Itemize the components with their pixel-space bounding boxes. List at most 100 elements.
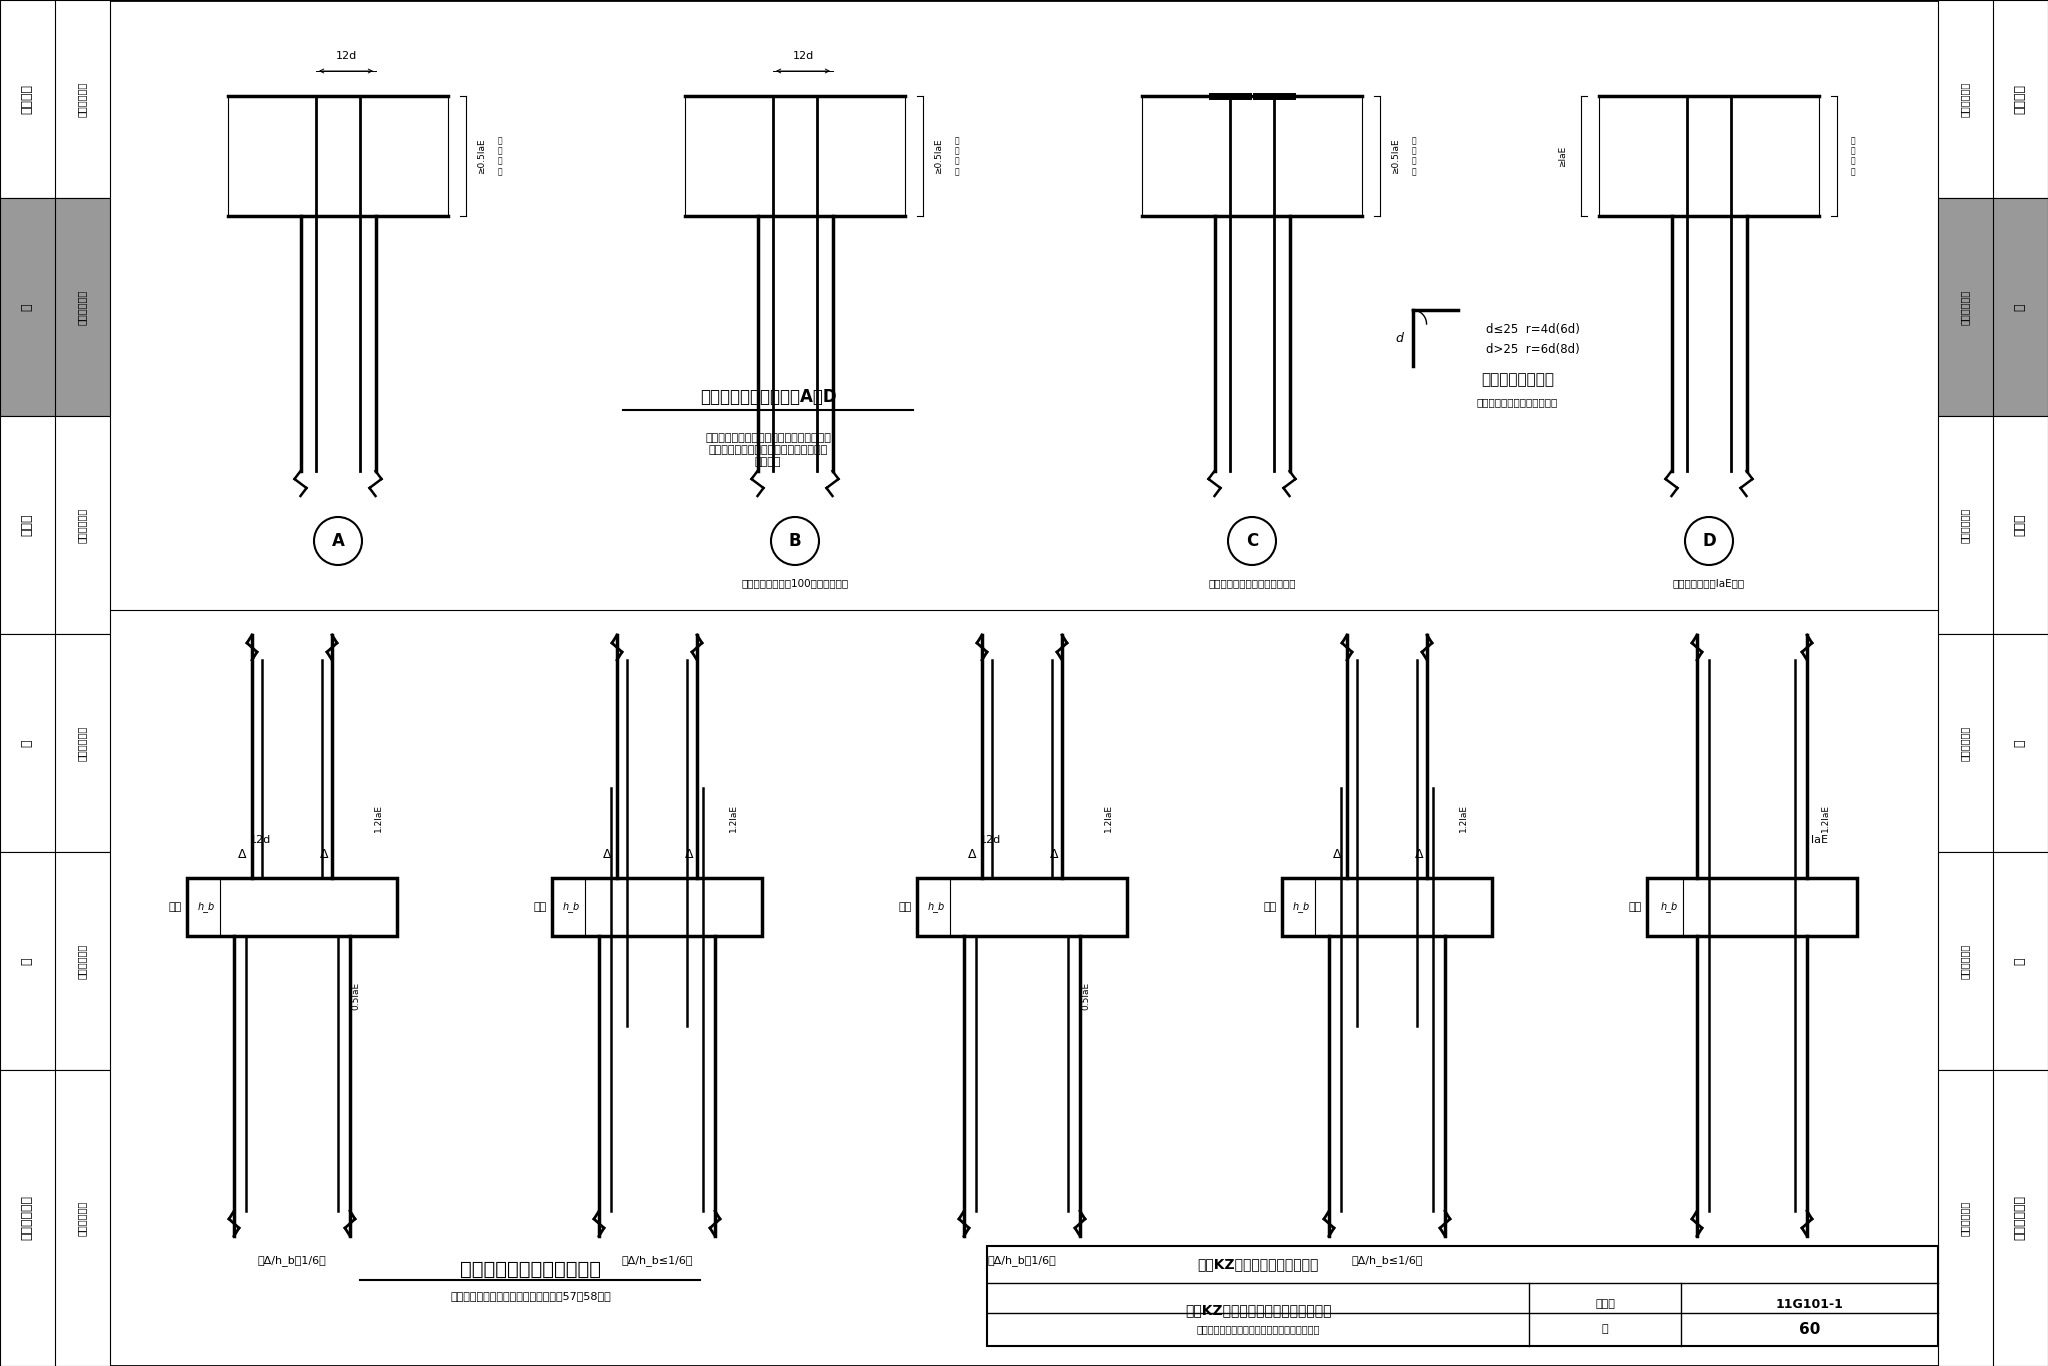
- Text: 楼面: 楼面: [1264, 902, 1278, 912]
- Text: 楼面: 楼面: [168, 902, 182, 912]
- Text: 标准构造详图: 标准构造详图: [1960, 290, 1970, 325]
- Text: h_b: h_b: [928, 902, 944, 912]
- Text: ≥0.5laE: ≥0.5laE: [1391, 138, 1401, 173]
- Text: 标准构造详图: 标准构造详图: [78, 944, 86, 978]
- Text: 标准构造详图: 标准构造详图: [1960, 82, 1970, 116]
- Text: laE: laE: [1812, 835, 1829, 846]
- Text: 1.2laE: 1.2laE: [729, 805, 737, 832]
- Bar: [1937, 417, 2048, 634]
- Text: 1.2laE: 1.2laE: [1458, 805, 1468, 832]
- Text: 11G101-1: 11G101-1: [1776, 1298, 1843, 1311]
- Text: 伸
入
梁
内: 伸 入 梁 内: [498, 135, 502, 176]
- Text: h_b: h_b: [1292, 902, 1309, 912]
- Text: Δ: Δ: [1415, 848, 1423, 862]
- Text: （中柱柱头纵向钢筋构造分四种构造做法，
施工人员应根据各种做法所要求的条件正
确选用）: （中柱柱头纵向钢筋构造分四种构造做法， 施工人员应根据各种做法所要求的条件正 确…: [705, 433, 831, 467]
- Text: 标准构造详图: 标准构造详图: [1960, 1201, 1970, 1236]
- Text: 板: 板: [20, 958, 33, 964]
- Bar: [0, 198, 111, 417]
- Text: 一般构造: 一般构造: [2013, 83, 2028, 113]
- Text: 一般构造: 一般构造: [20, 83, 33, 113]
- Text: （Δ/h_b＞1/6）: （Δ/h_b＞1/6）: [258, 1255, 326, 1266]
- Text: 楼面: 楼面: [1628, 902, 1642, 912]
- Text: （当柱顶有不小于100厚的现浇板）: （当柱顶有不小于100厚的现浇板）: [741, 578, 848, 587]
- Text: 楼板相关构造: 楼板相关构造: [2013, 1195, 2028, 1240]
- Text: Δ: Δ: [319, 848, 328, 862]
- Text: 0.5laE: 0.5laE: [1081, 982, 1090, 1009]
- Text: 标准构造详图: 标准构造详图: [1960, 725, 1970, 761]
- Bar: [1937, 634, 2048, 852]
- Bar: [1937, 0, 2048, 198]
- Text: Δ: Δ: [602, 848, 610, 862]
- Text: （当直锚长度＞laE时）: （当直锚长度＞laE时）: [1673, 578, 1745, 587]
- Text: 0.5laE: 0.5laE: [352, 982, 360, 1009]
- Text: h_b: h_b: [563, 902, 580, 912]
- Text: h_b: h_b: [1661, 902, 1677, 912]
- Bar: [1647, 878, 1858, 936]
- Bar: [1143, 96, 1362, 216]
- Text: h_b: h_b: [197, 902, 215, 912]
- Text: 标准构造详图: 标准构造详图: [1960, 944, 1970, 978]
- Text: 标准构造详图: 标准构造详图: [78, 725, 86, 761]
- Bar: [918, 878, 1126, 936]
- Text: C: C: [1245, 531, 1257, 550]
- Bar: [1282, 878, 1493, 936]
- Text: 纵向钢筋弯折要求: 纵向钢筋弯折要求: [1481, 373, 1554, 388]
- Text: 标准构造详图: 标准构造详图: [78, 507, 86, 542]
- Bar: [0, 634, 111, 852]
- Text: 1.2laE: 1.2laE: [1821, 805, 1829, 832]
- Text: 柱: 柱: [2013, 303, 2028, 310]
- Text: （Δ/h_b≤1/6）: （Δ/h_b≤1/6）: [621, 1255, 692, 1266]
- Text: 页: 页: [1602, 1325, 1608, 1335]
- Text: 梁: 梁: [20, 739, 33, 747]
- Text: 1.2laE: 1.2laE: [1104, 805, 1112, 832]
- Text: Δ: Δ: [969, 848, 977, 862]
- Text: 中柱柱顶纵向钢筋构造A～D: 中柱柱顶纵向钢筋构造A～D: [700, 388, 836, 406]
- Text: d>25  r=6d(8d): d>25 r=6d(8d): [1485, 343, 1579, 357]
- Text: 伸
入
梁
内: 伸 入 梁 内: [1851, 135, 1855, 176]
- Text: Δ: Δ: [238, 848, 246, 862]
- Text: Δ: Δ: [1051, 848, 1059, 862]
- Bar: [987, 1246, 1937, 1346]
- Text: ≥laE: ≥laE: [1559, 145, 1567, 167]
- Bar: [1937, 852, 2048, 1070]
- Text: D: D: [1702, 531, 1716, 550]
- Text: 楼面: 楼面: [899, 902, 911, 912]
- Bar: [0, 0, 111, 198]
- Text: 剪力墙: 剪力墙: [20, 514, 33, 537]
- Text: 抗震KZ柱变截面位置置纵向钢筋构造: 抗震KZ柱变截面位置置纵向钢筋构造: [1186, 1303, 1331, 1317]
- Text: 抗震KZ中柱柱顶纵向钢筋构造: 抗震KZ中柱柱顶纵向钢筋构造: [1198, 1258, 1319, 1272]
- Text: d≤25  r=4d(6d): d≤25 r=4d(6d): [1485, 324, 1579, 336]
- Bar: [553, 878, 762, 936]
- Text: 楼板相关构造: 楼板相关构造: [20, 1195, 33, 1240]
- Bar: [684, 96, 905, 216]
- Text: B: B: [788, 531, 801, 550]
- Text: 伸
入
梁
内: 伸 入 梁 内: [1411, 135, 1417, 176]
- Text: Δ: Δ: [684, 848, 694, 862]
- Bar: [1937, 1070, 2048, 1366]
- Text: 柱纵向钢筋端头加锚头（锚板）: 柱纵向钢筋端头加锚头（锚板）: [1208, 578, 1296, 587]
- Text: （括号内为顶层边节点要求）: （括号内为顶层边节点要求）: [1477, 398, 1559, 407]
- Bar: [227, 96, 449, 216]
- Text: 标准构造详图: 标准构造详图: [1960, 507, 1970, 542]
- Text: 剪力墙: 剪力墙: [2013, 514, 2028, 537]
- Text: A: A: [332, 531, 344, 550]
- Text: 审核吴汉福吴汉福校对罗城军威设计袁文章李平: 审核吴汉福吴汉福校对罗城军威设计袁文章李平: [1196, 1325, 1321, 1335]
- Text: 板: 板: [2013, 958, 2028, 964]
- Bar: [186, 878, 397, 936]
- Bar: [0, 417, 111, 634]
- Text: 柱变截面位置纵向钢筋构造: 柱变截面位置纵向钢筋构造: [461, 1259, 600, 1279]
- Text: 标准构造详图: 标准构造详图: [78, 1201, 86, 1236]
- Text: 60: 60: [1798, 1322, 1821, 1337]
- Text: 12d: 12d: [793, 51, 813, 61]
- Bar: [1599, 96, 1819, 216]
- Text: （楼层以上柱纵筋连接构造见本图集第57、58页）: （楼层以上柱纵筋连接构造见本图集第57、58页）: [451, 1291, 610, 1300]
- Text: 梁: 梁: [2013, 739, 2028, 747]
- Text: Δ: Δ: [1333, 848, 1341, 862]
- Text: ≥0.5laE: ≥0.5laE: [934, 138, 944, 173]
- Bar: [1937, 198, 2048, 417]
- Text: （Δ/h_b≤1/6）: （Δ/h_b≤1/6）: [1352, 1255, 1423, 1266]
- Text: 楼面: 楼面: [535, 902, 547, 912]
- Bar: [0, 1070, 111, 1366]
- Text: 12d: 12d: [336, 51, 356, 61]
- Text: 标准构造详图: 标准构造详图: [78, 290, 86, 325]
